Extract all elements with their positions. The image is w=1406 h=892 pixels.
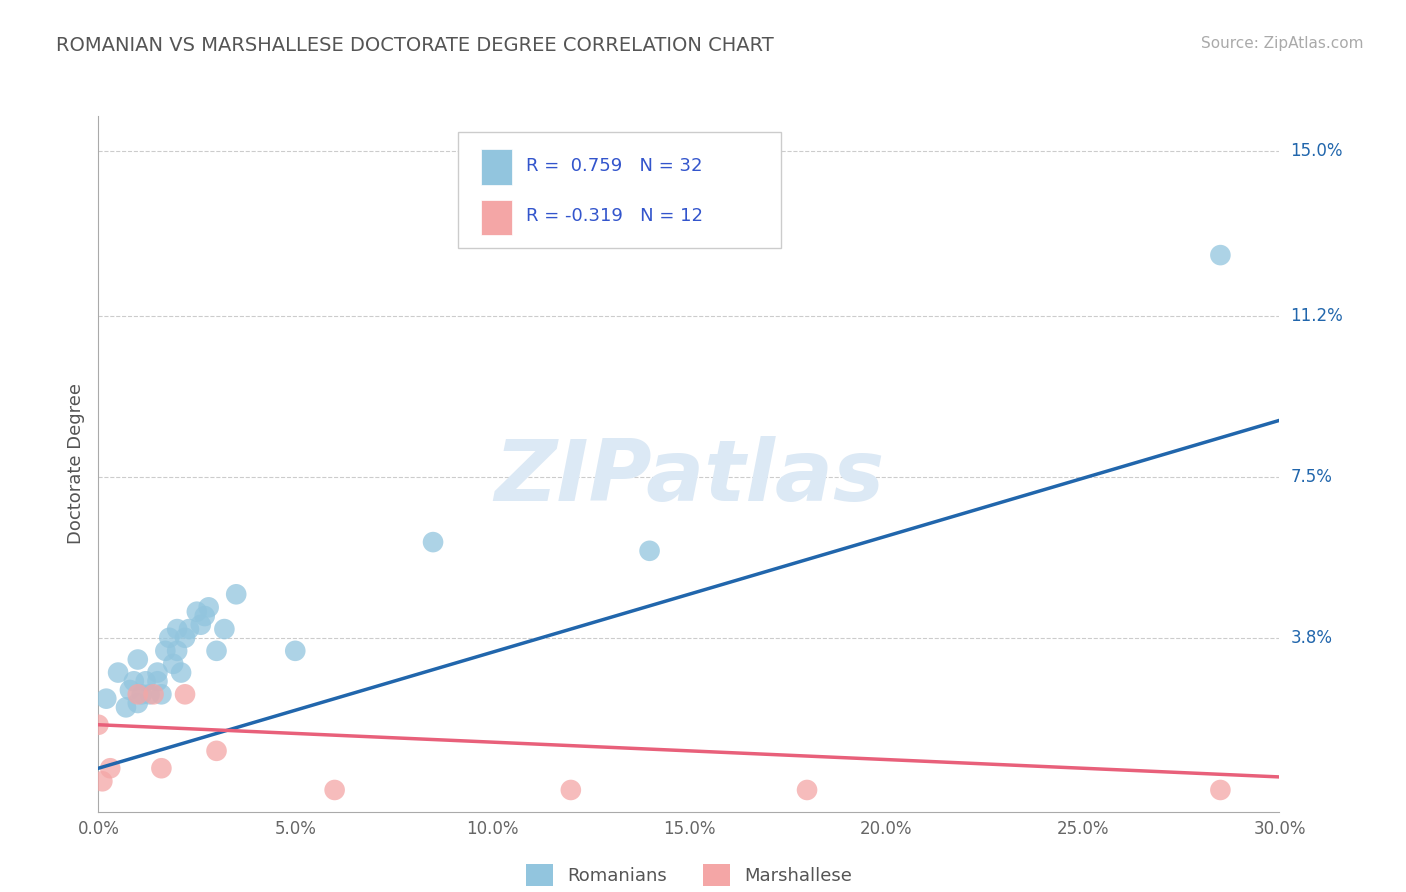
Text: 15.0%: 15.0% xyxy=(1291,142,1343,160)
Point xyxy=(91,774,114,789)
Point xyxy=(146,674,169,689)
Point xyxy=(127,696,149,710)
Point xyxy=(174,631,197,645)
Point xyxy=(422,535,444,549)
Point xyxy=(638,543,661,558)
Y-axis label: Doctorate Degree: Doctorate Degree xyxy=(66,384,84,544)
Point xyxy=(150,761,173,775)
Text: ZIPatlas: ZIPatlas xyxy=(494,436,884,519)
Point xyxy=(225,587,247,601)
Point xyxy=(127,687,149,701)
Point xyxy=(1209,248,1232,262)
Point xyxy=(796,783,818,797)
Point xyxy=(205,644,228,658)
Point xyxy=(214,622,236,636)
Text: 7.5%: 7.5% xyxy=(1291,468,1333,486)
Point xyxy=(127,652,149,666)
Point xyxy=(138,687,160,701)
Legend: Romanians, Marshallese: Romanians, Marshallese xyxy=(519,856,859,892)
Point xyxy=(142,687,165,701)
Text: Source: ZipAtlas.com: Source: ZipAtlas.com xyxy=(1201,36,1364,51)
Text: 11.2%: 11.2% xyxy=(1291,307,1343,325)
Point xyxy=(146,665,169,680)
Point xyxy=(174,687,197,701)
Point xyxy=(115,700,138,714)
Point xyxy=(162,657,184,671)
Point xyxy=(135,674,157,689)
Text: ROMANIAN VS MARSHALLESE DOCTORATE DEGREE CORRELATION CHART: ROMANIAN VS MARSHALLESE DOCTORATE DEGREE… xyxy=(56,36,773,54)
Point xyxy=(118,683,141,698)
Point xyxy=(150,687,173,701)
Point xyxy=(166,622,188,636)
Point xyxy=(166,644,188,658)
Point xyxy=(194,609,217,624)
Point xyxy=(323,783,346,797)
Point xyxy=(87,717,110,731)
Point xyxy=(197,600,219,615)
Point xyxy=(107,665,129,680)
Point xyxy=(122,674,145,689)
Point xyxy=(155,644,177,658)
Point xyxy=(170,665,193,680)
Point xyxy=(186,605,208,619)
Point xyxy=(560,783,582,797)
Point xyxy=(96,691,118,706)
Point xyxy=(284,644,307,658)
Point xyxy=(205,744,228,758)
Point xyxy=(131,687,153,701)
Point xyxy=(157,631,180,645)
Text: 3.8%: 3.8% xyxy=(1291,629,1333,647)
Point xyxy=(190,617,212,632)
Point xyxy=(1209,783,1232,797)
Point xyxy=(98,761,121,775)
Text: R = -0.319   N = 12: R = -0.319 N = 12 xyxy=(526,207,703,225)
Point xyxy=(177,622,200,636)
Text: R =  0.759   N = 32: R = 0.759 N = 32 xyxy=(526,157,703,175)
